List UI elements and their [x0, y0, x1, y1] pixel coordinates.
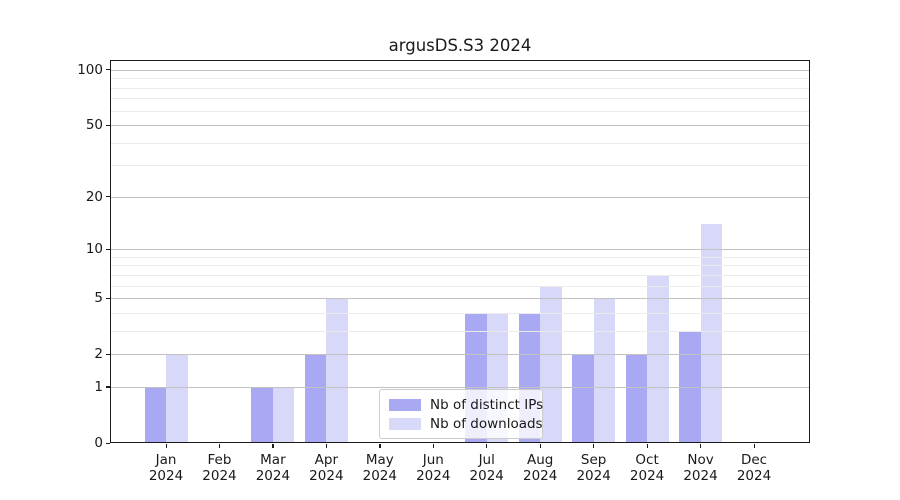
bar-downloads-mar: [272, 386, 295, 443]
bar-downloads-nov: [700, 224, 723, 443]
x-tick-mark: [379, 443, 381, 448]
bar-distinct-ips-apr: [304, 354, 327, 443]
x-tick-mark: [593, 443, 595, 448]
x-tick-mark: [432, 443, 434, 448]
legend: Nb of distinct IPs Nb of downloads: [379, 389, 543, 439]
y-tick-label: 0: [94, 435, 103, 451]
gridline-minor: [110, 312, 810, 314]
x-tick-mark: [700, 443, 702, 448]
x-tick-mark: [539, 443, 541, 448]
y-tick-mark: [105, 124, 110, 126]
gridline-major: [110, 298, 810, 300]
gridline-major: [110, 125, 810, 127]
x-tick-label: Sep 2024: [576, 452, 611, 484]
x-tick-label: Aug 2024: [522, 452, 558, 484]
bar-distinct-ips-jan: [144, 386, 166, 443]
gridline-major: [110, 386, 810, 388]
x-tick-label: Jun 2024: [416, 452, 451, 484]
y-tick-label: 10: [85, 241, 103, 258]
y-tick-mark: [105, 248, 110, 250]
gridline-minor: [110, 98, 810, 100]
gridline-major: [110, 69, 810, 71]
bar-downloads-apr: [326, 298, 348, 443]
gridline-major: [110, 354, 810, 356]
bar-distinct-ips-sep: [572, 354, 594, 443]
y-tick-mark: [105, 297, 110, 299]
y-tick-mark: [105, 353, 110, 355]
x-tick-label: Jul 2024: [469, 452, 504, 484]
legend-item-downloads: Nb of downloads: [389, 414, 543, 433]
legend-label-distinct-ips: Nb of distinct IPs: [430, 396, 544, 413]
gridline-minor: [110, 78, 810, 80]
gridline-major: [110, 249, 810, 251]
y-tick-label: 2: [94, 346, 103, 363]
x-tick-label: Nov 2024: [683, 452, 718, 484]
gridline-minor: [110, 330, 810, 332]
x-tick-mark: [753, 443, 755, 448]
x-tick-label: Feb 2024: [202, 452, 237, 484]
chart-title: argusDS.S3 2024: [388, 36, 532, 55]
gridline-minor: [110, 110, 810, 112]
gridline-minor: [110, 165, 810, 167]
x-tick-label: Jan 2024: [148, 452, 184, 484]
x-tick-mark: [165, 443, 167, 448]
x-tick-label: Dec 2024: [736, 452, 772, 484]
y-tick-mark: [105, 69, 110, 71]
x-tick-label: Apr 2024: [309, 452, 344, 484]
gridline-minor: [110, 256, 810, 258]
x-tick-label: Mar 2024: [255, 452, 291, 484]
y-tick-mark: [105, 196, 110, 198]
legend-swatch-distinct-ips: [389, 398, 421, 411]
legend-label-downloads: Nb of downloads: [430, 415, 543, 432]
bar-distinct-ips-mar: [251, 386, 273, 443]
y-tick-mark: [105, 386, 110, 388]
y-tick-label: 50: [85, 117, 103, 134]
x-tick-label: May 2024: [362, 452, 397, 484]
y-tick-mark: [105, 442, 110, 444]
legend-item-distinct-ips: Nb of distinct IPs: [389, 395, 543, 414]
y-tick-label: 5: [94, 290, 103, 307]
x-tick-mark: [325, 443, 328, 448]
y-tick-label: 1: [94, 378, 103, 395]
y-tick-label: 20: [85, 188, 103, 205]
bar-downloads-jan: [166, 354, 188, 443]
x-tick-mark: [218, 443, 221, 448]
x-tick-label: Oct 2024: [629, 452, 665, 484]
bar-downloads-aug: [540, 285, 562, 443]
legend-swatch-downloads: [389, 417, 421, 430]
y-tick-label: 100: [77, 61, 103, 78]
gridline-minor: [110, 265, 810, 267]
x-tick-mark: [272, 443, 274, 448]
x-tick-mark: [646, 443, 648, 448]
bar-downloads-oct: [647, 274, 669, 443]
plot-area: [110, 60, 810, 443]
gridline-minor: [110, 87, 810, 89]
gridline-major: [110, 196, 810, 198]
gridline-minor: [110, 142, 810, 144]
bar-distinct-ips-oct: [625, 354, 648, 443]
gridline-minor: [110, 274, 810, 276]
x-tick-mark: [486, 443, 488, 448]
bar-downloads-sep: [593, 298, 616, 443]
gridline-minor: [110, 285, 810, 287]
